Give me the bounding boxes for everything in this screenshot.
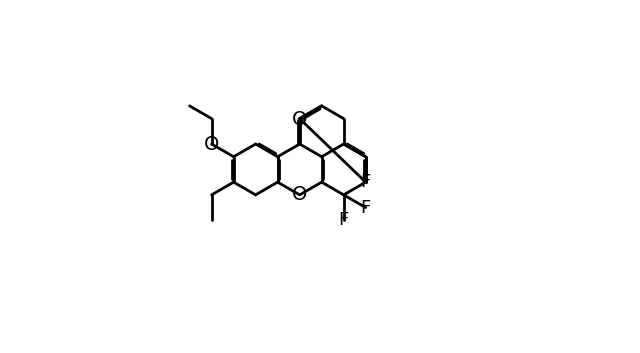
Text: O: O — [204, 134, 220, 154]
Text: F: F — [360, 173, 371, 191]
Text: F: F — [360, 199, 371, 216]
Text: F: F — [339, 211, 349, 229]
Text: O: O — [292, 185, 307, 204]
Text: O: O — [292, 110, 307, 130]
